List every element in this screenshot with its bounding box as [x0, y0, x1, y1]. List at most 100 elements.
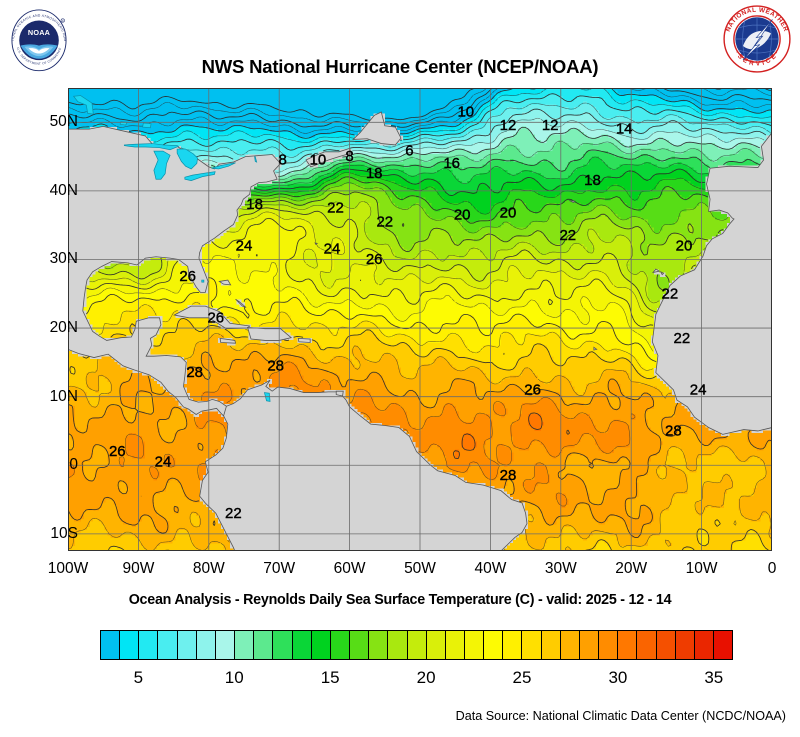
- svg-text:22: 22: [674, 330, 691, 347]
- colorbar-tick-label: 15: [320, 668, 340, 687]
- x-tick-label: 40W: [474, 560, 507, 577]
- contour-label: 28: [665, 422, 682, 440]
- svg-text:26: 26: [207, 309, 224, 326]
- colorbar-swatch: [177, 631, 197, 659]
- coastline-long-island-bahama: [235, 298, 247, 308]
- contour-label: 26: [109, 443, 126, 460]
- inland-water-lake-erie: [184, 171, 216, 181]
- svg-text:NOAA: NOAA: [28, 28, 51, 37]
- colorbar-swatch: [618, 631, 638, 659]
- colorbar-tick-label: 35: [704, 668, 724, 687]
- data-source-note: Data Source: National Climatic Data Cent…: [455, 709, 786, 723]
- colorbar-swatch: [637, 631, 657, 659]
- svg-text:22: 22: [376, 213, 393, 230]
- contour-line: [68, 88, 772, 124]
- colorbar-swatch: [350, 631, 370, 659]
- contour-line: [68, 333, 772, 551]
- sst-band: [244, 183, 731, 292]
- coastline-jamaica: [219, 337, 237, 344]
- colorbar-swatch: [292, 631, 312, 659]
- svg-text:14: 14: [616, 121, 633, 138]
- contour-label: 20: [675, 237, 692, 254]
- coastline-nova-scotia: [305, 147, 352, 168]
- sst-band: [68, 334, 772, 551]
- colorbar-swatch: [139, 631, 159, 659]
- svg-text:28: 28: [186, 364, 203, 381]
- svg-text:24: 24: [324, 241, 341, 258]
- inland-water-lake-michigan: [153, 150, 171, 180]
- colorbar-swatch: [714, 631, 733, 659]
- colorbar-swatch: [273, 631, 293, 659]
- sst-band: [98, 200, 703, 314]
- sst-band: [104, 192, 709, 303]
- contour-label: 22: [661, 285, 679, 302]
- contour-line: [86, 253, 657, 355]
- colorbar-swatch: [120, 631, 140, 659]
- sst-band: [247, 175, 727, 234]
- sst-band: [68, 318, 772, 551]
- svg-text:22: 22: [662, 285, 679, 302]
- sst-band: [156, 118, 764, 177]
- sst-band: [86, 211, 654, 328]
- contour-label: 26: [366, 251, 383, 268]
- colorbar-tick-label: 30: [608, 668, 628, 687]
- contour-label: 8: [278, 151, 287, 169]
- y-tick-label: 20N: [49, 319, 78, 337]
- contour-line: [153, 88, 772, 143]
- svg-text:8: 8: [345, 148, 353, 165]
- sst-band: [455, 414, 545, 459]
- contour-line: [98, 207, 696, 313]
- colorbar-swatch: [196, 631, 216, 659]
- contour-label: 18: [584, 172, 601, 189]
- contour-line: [85, 277, 657, 363]
- colorbar-swatch: [388, 631, 408, 659]
- contour-labels: 10 12 12 14 8 10 8 6 16 18 18 18 22 22 20 20 22 20 24 24 26 2…: [109, 103, 707, 522]
- sst-map-canvas[interactable]: 10 12 12 14 8 10 8 6 16 18 18 18 22 22 20 20 22 20 24 24 26 2…: [68, 88, 772, 551]
- contour-line: [69, 318, 771, 551]
- y-tick-label: 50N: [49, 113, 78, 131]
- coastline-africa-europe: [651, 88, 772, 435]
- contour-line: [89, 211, 654, 318]
- sst-band: [80, 88, 772, 144]
- sst-band: [253, 156, 709, 196]
- svg-text:18: 18: [584, 172, 601, 189]
- colorbar-swatch: [311, 631, 331, 659]
- sst-band: [156, 140, 761, 185]
- svg-text:28: 28: [665, 423, 682, 440]
- sst-map[interactable]: 10 12 12 14 8 10 8 6 16 18 18 18 22 22 20 20 22 20 24 24 26 2…: [68, 88, 772, 551]
- svg-text:12: 12: [500, 117, 517, 134]
- map-gridlines: [68, 88, 772, 551]
- y-tick-label: 10S: [50, 524, 78, 542]
- sst-temperature-field: [68, 88, 772, 551]
- coastline-puerto-rico: [297, 337, 311, 343]
- inland-water-lake-huron: [176, 148, 198, 170]
- x-tick-label: 10W: [685, 560, 718, 577]
- sst-band: [250, 170, 706, 215]
- svg-text:8: 8: [279, 152, 287, 169]
- contour-label: 10: [457, 103, 474, 120]
- colorbar-swatch: [464, 631, 485, 659]
- contour-line: [247, 182, 729, 234]
- colorbar-swatch: [215, 631, 236, 659]
- contour-label: 22: [559, 227, 576, 244]
- contour-line: [68, 350, 772, 538]
- noaa-logo: NATIONAL OCEANIC AND ATMOSPHERIC ADMIN. …: [6, 5, 67, 72]
- coastline-north-america: [68, 88, 282, 417]
- svg-text:20: 20: [454, 206, 471, 223]
- colorbar-swatch: [503, 631, 523, 659]
- svg-text:24: 24: [236, 237, 253, 254]
- contour-label: 14: [616, 120, 633, 138]
- inland-water-lake-superior: [123, 143, 180, 151]
- inland-water-lake-okeechobee: [201, 279, 205, 283]
- svg-text:24: 24: [690, 381, 707, 398]
- inland-water-lake-winnipeg: [72, 95, 94, 115]
- x-tick-label: 50W: [404, 560, 436, 577]
- colorbar-tick-label: 10: [224, 668, 244, 687]
- colorbar[interactable]: [100, 630, 733, 660]
- contour-label: 24: [154, 453, 171, 470]
- contour-label: 28: [186, 364, 203, 381]
- svg-text:10: 10: [310, 152, 327, 169]
- contour-line: [76, 88, 772, 139]
- contour-label: 24: [323, 240, 341, 258]
